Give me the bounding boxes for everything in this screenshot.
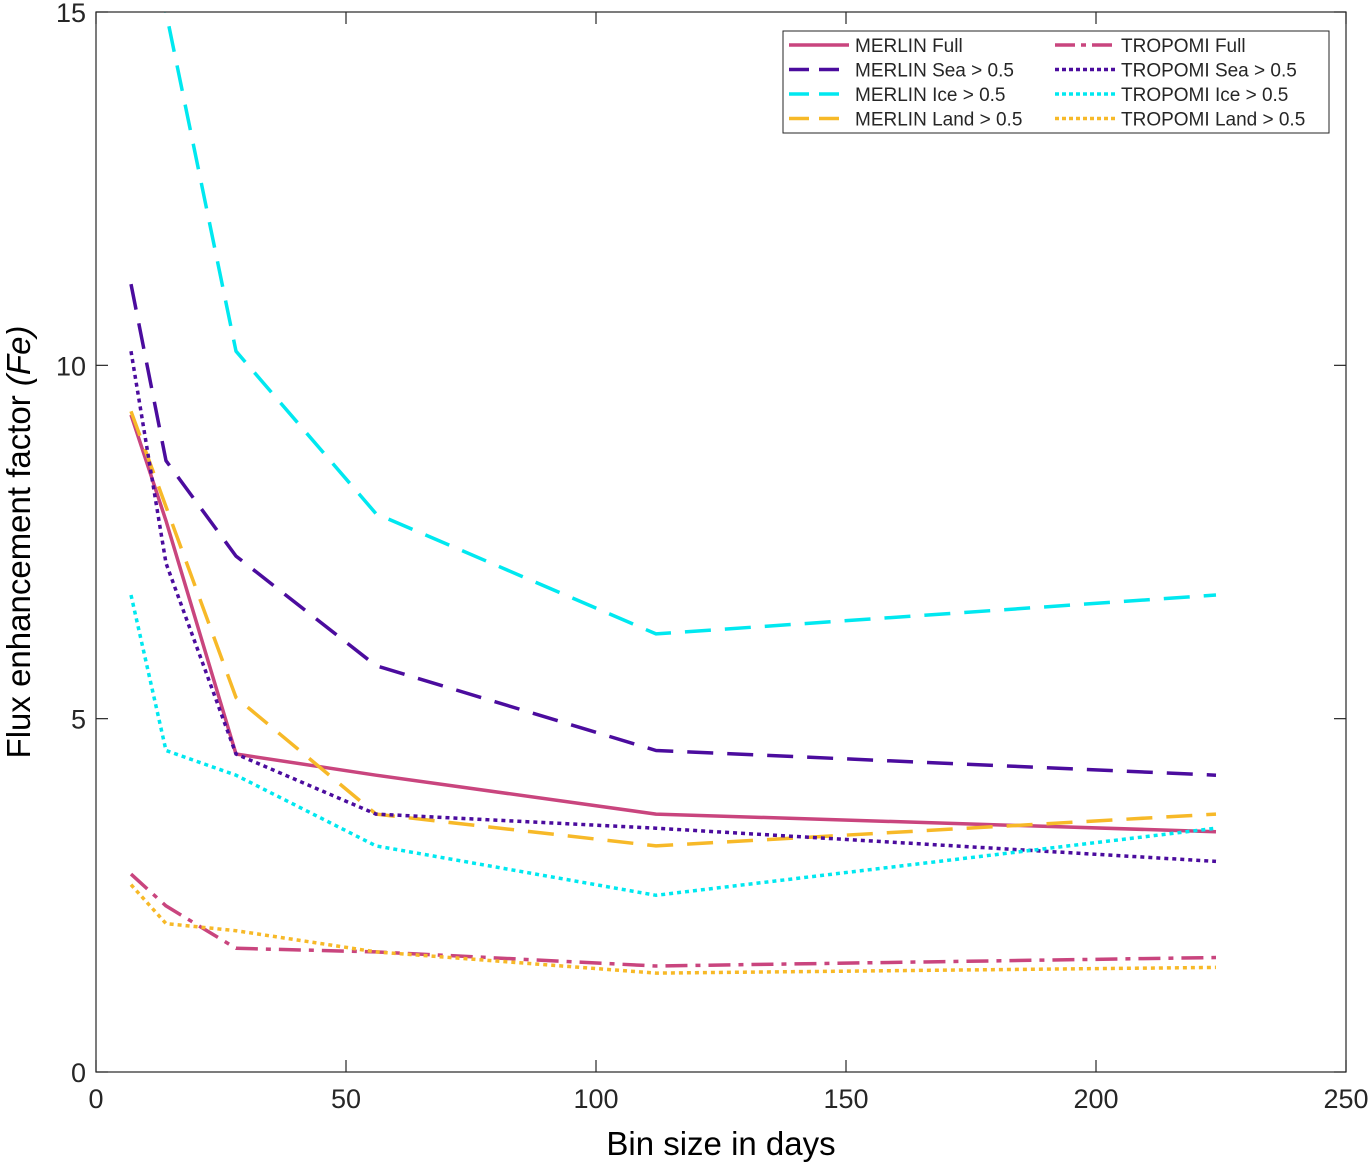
series-line-6 bbox=[129, 350, 1217, 864]
series-line-3 bbox=[164, 12, 1217, 636]
y-axis-label-main: Flux enhancement factor bbox=[0, 386, 37, 758]
legend-label-5: TROPOMI Full bbox=[1121, 36, 1246, 57]
y-tick-label: 0 bbox=[71, 1058, 86, 1088]
legend-label-4: MERLIN Land > 0.5 bbox=[855, 110, 1022, 131]
tick-labels: 0 50 100 150 200 250 0 5 10 15 bbox=[56, 0, 1369, 1114]
legend-label-7: TROPOMI Ice > 0.5 bbox=[1121, 85, 1288, 106]
legend-label-1: MERLIN Full bbox=[855, 36, 963, 57]
x-tick-label: 0 bbox=[88, 1084, 103, 1114]
series-line-2 bbox=[129, 283, 1217, 777]
x-tick-label: 250 bbox=[1323, 1084, 1368, 1114]
data-series bbox=[129, 12, 1217, 975]
series-line-1 bbox=[129, 414, 1217, 834]
series-line-8 bbox=[129, 883, 1217, 975]
x-tick-label: 100 bbox=[573, 1084, 618, 1114]
x-axis-label: Bin size in days bbox=[606, 1125, 835, 1162]
axes-frame bbox=[95, 11, 1347, 1073]
legend: MERLIN Full MERLIN Sea > 0.5 MERLIN Ice > … bbox=[782, 30, 1330, 134]
legend-label-2: MERLIN Sea > 0.5 bbox=[855, 61, 1014, 82]
legend-label-3: MERLIN Ice > 0.5 bbox=[855, 85, 1005, 106]
y-axis-label-italic: (Fe) bbox=[0, 326, 37, 387]
plot-background bbox=[96, 12, 1346, 1072]
axes-box bbox=[95, 11, 1347, 1073]
x-tick-label: 150 bbox=[823, 1084, 868, 1114]
y-tick-label: 10 bbox=[56, 351, 86, 381]
x-tick-label: 200 bbox=[1073, 1084, 1118, 1114]
series-line-4 bbox=[129, 410, 1217, 848]
plot-area bbox=[96, 12, 1346, 1072]
legend-label-6: TROPOMI Sea > 0.5 bbox=[1121, 61, 1297, 82]
legend-box bbox=[782, 30, 1330, 134]
series-line-7 bbox=[129, 594, 1217, 898]
y-axis-label: Flux enhancement factor (Fe) bbox=[0, 326, 37, 759]
y-tick-label: 15 bbox=[56, 0, 86, 28]
legend-label-8: TROPOMI Land > 0.5 bbox=[1121, 110, 1305, 131]
y-tick-label: 5 bbox=[71, 705, 86, 735]
x-tick-label: 50 bbox=[331, 1084, 361, 1114]
